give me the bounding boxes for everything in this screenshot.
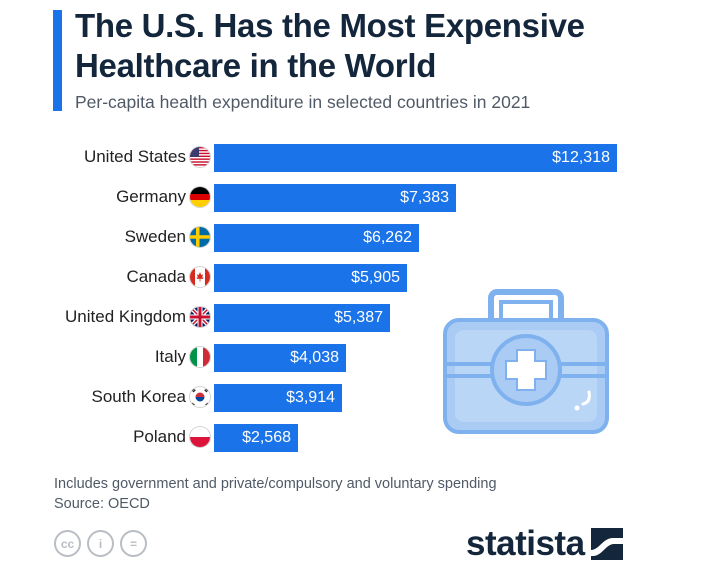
uk-flag-icon bbox=[190, 307, 210, 327]
category-label: United States bbox=[83, 147, 186, 166]
category-label: Canada bbox=[126, 267, 186, 286]
category-label: Sweden bbox=[124, 227, 186, 246]
category-label: United Kingdom bbox=[65, 307, 186, 326]
category-label: South Korea bbox=[91, 387, 186, 406]
first-aid-kit-icon bbox=[443, 289, 609, 434]
chart-subtitle: Per-capita health expenditure in selecte… bbox=[75, 92, 531, 112]
license-icons: cc i = bbox=[54, 530, 147, 557]
canada-flag-icon bbox=[190, 267, 210, 287]
sweden-flag-icon bbox=[190, 227, 210, 247]
data-label: $3,914 bbox=[286, 389, 335, 406]
category-label: Italy bbox=[154, 347, 186, 366]
chart-row: Poland $2,568 bbox=[0, 422, 722, 452]
bar-chart: United States $12,318 Germany $7,383 Sweden $… bbox=[0, 140, 722, 460]
statista-logo[interactable]: statista bbox=[466, 524, 623, 564]
chart-title: The U.S. Has the Most Expensive Healthca… bbox=[75, 6, 585, 86]
chart-title-line-1: The U.S. Has the Most Expensive bbox=[75, 7, 585, 44]
south-korea-flag-icon bbox=[190, 387, 210, 407]
us-flag-icon bbox=[190, 147, 210, 167]
chart-row: Italy $4,038 bbox=[0, 342, 722, 372]
germany-flag-icon bbox=[190, 187, 210, 207]
chart-row: United Kingdom $5,387 bbox=[0, 302, 722, 332]
chart-row: Sweden $6,262 bbox=[0, 222, 722, 252]
bar: $12,318 bbox=[214, 144, 617, 172]
statista-logo-text: statista bbox=[466, 524, 585, 563]
category-label: Germany bbox=[116, 187, 186, 206]
source-note: Source: OECD bbox=[54, 496, 150, 512]
data-label: $7,383 bbox=[400, 189, 449, 206]
title-accent-bar bbox=[53, 10, 62, 111]
poland-flag-icon bbox=[190, 427, 210, 447]
statista-logo-mark-icon bbox=[590, 528, 623, 560]
bar: $2,568 bbox=[214, 424, 298, 452]
data-label: $6,262 bbox=[363, 229, 412, 246]
chart-row: Germany $7,383 bbox=[0, 182, 722, 212]
no-derivatives-icon[interactable]: = bbox=[120, 530, 147, 557]
data-label: $5,905 bbox=[351, 269, 400, 286]
chart-row: Canada $5,905 bbox=[0, 262, 722, 292]
bar: $5,905 bbox=[214, 264, 407, 292]
bar: $6,262 bbox=[214, 224, 419, 252]
footnote: Includes government and private/compulso… bbox=[54, 476, 497, 492]
chart-row: South Korea $3,914 bbox=[0, 382, 722, 412]
bar: $4,038 bbox=[214, 344, 346, 372]
bar: $5,387 bbox=[214, 304, 390, 332]
chart-row: United States $12,318 bbox=[0, 142, 722, 172]
data-label: $12,318 bbox=[552, 149, 610, 166]
chart-title-line-2: Healthcare in the World bbox=[75, 47, 437, 84]
italy-flag-icon bbox=[190, 347, 210, 367]
creative-commons-icon[interactable]: cc bbox=[54, 530, 81, 557]
bar: $7,383 bbox=[214, 184, 456, 212]
data-label: $4,038 bbox=[290, 349, 339, 366]
attribution-icon[interactable]: i bbox=[87, 530, 114, 557]
data-label: $5,387 bbox=[334, 309, 383, 326]
data-label: $2,568 bbox=[242, 429, 291, 446]
category-label: Poland bbox=[133, 427, 186, 446]
bar: $3,914 bbox=[214, 384, 342, 412]
chart-notes: Includes government and private/compulso… bbox=[54, 474, 497, 514]
